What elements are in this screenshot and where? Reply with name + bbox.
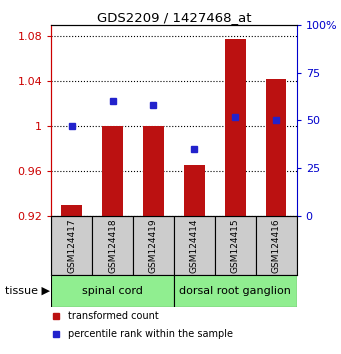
- Bar: [61, 205, 82, 216]
- Text: transformed count: transformed count: [68, 311, 159, 321]
- Text: GSM124415: GSM124415: [231, 218, 240, 273]
- Bar: [133, 216, 174, 275]
- Text: GSM124417: GSM124417: [67, 218, 76, 273]
- Bar: [184, 165, 205, 216]
- Bar: [225, 39, 246, 216]
- Text: GSM124419: GSM124419: [149, 218, 158, 273]
- Text: percentile rank within the sample: percentile rank within the sample: [68, 329, 233, 339]
- Text: spinal cord: spinal cord: [82, 286, 143, 296]
- Bar: [51, 275, 174, 307]
- Bar: [266, 79, 286, 216]
- Text: GSM124416: GSM124416: [272, 218, 281, 273]
- Bar: [143, 126, 164, 216]
- Bar: [51, 216, 92, 275]
- Bar: [174, 216, 215, 275]
- Bar: [102, 126, 123, 216]
- Bar: [256, 216, 297, 275]
- Text: GSM124418: GSM124418: [108, 218, 117, 273]
- Bar: [92, 216, 133, 275]
- Bar: [174, 275, 297, 307]
- Title: GDS2209 / 1427468_at: GDS2209 / 1427468_at: [97, 11, 251, 24]
- Text: tissue ▶: tissue ▶: [5, 286, 50, 296]
- Text: dorsal root ganglion: dorsal root ganglion: [179, 286, 291, 296]
- Text: GSM124414: GSM124414: [190, 218, 199, 273]
- Bar: [215, 216, 256, 275]
